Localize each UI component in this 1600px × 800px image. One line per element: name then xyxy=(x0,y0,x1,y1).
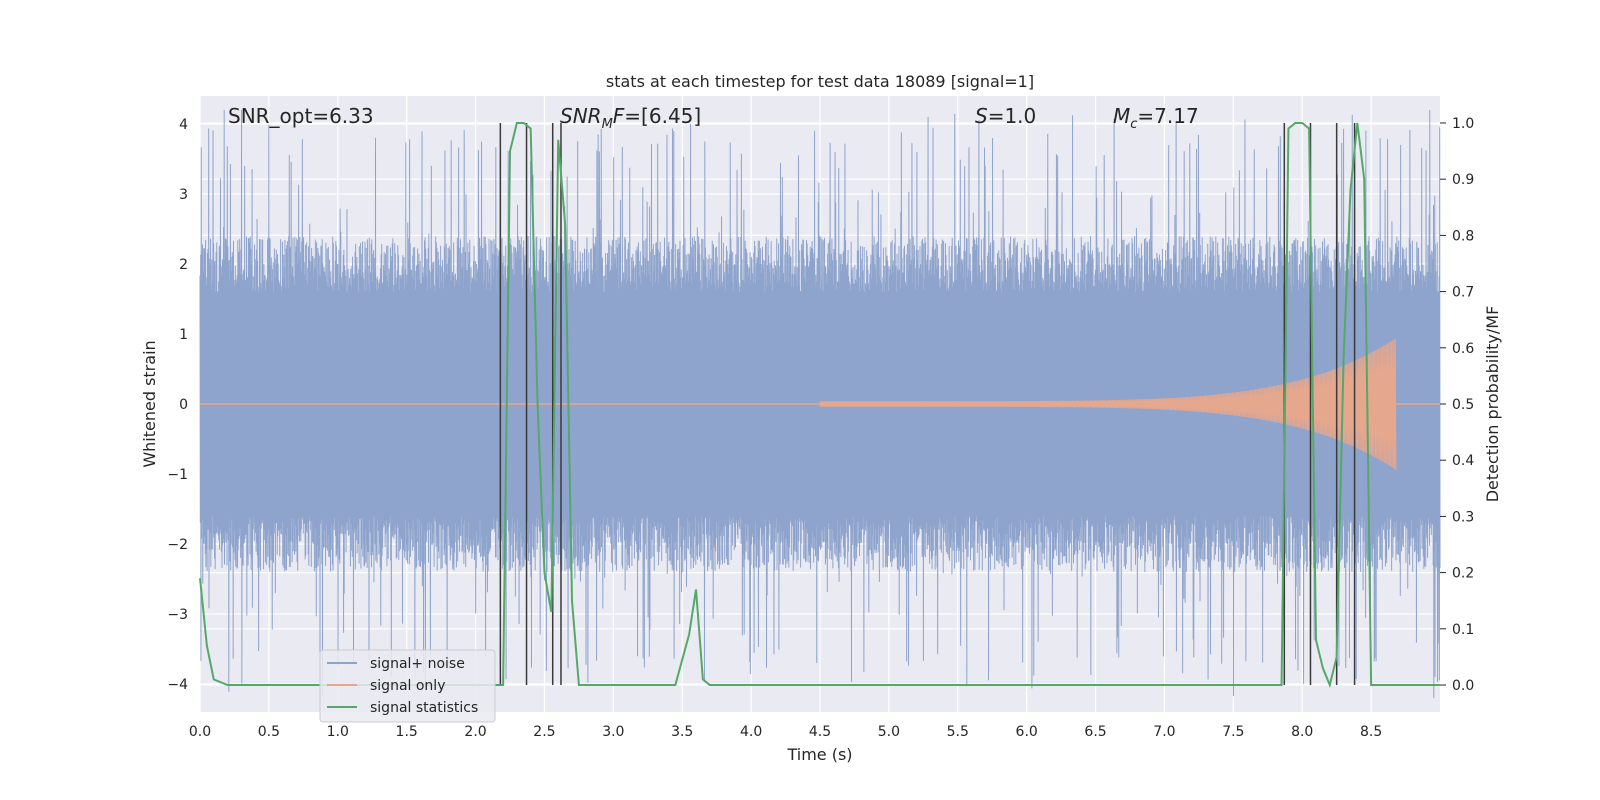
y-axis-label: Whitened strain xyxy=(140,340,159,467)
annotation-snr-opt: SNR_opt=6.33 xyxy=(228,104,374,128)
x-tick-label-10: 5.0 xyxy=(878,724,900,740)
annotation-mc: Mc=7.17 xyxy=(1113,104,1199,132)
y-right-tick-label-10: 0.0 xyxy=(1452,678,1474,694)
y-axis-right-label: Detection probability/MF xyxy=(1483,306,1502,503)
legend-label-signal-statistics: signal statistics xyxy=(370,700,478,716)
x-tick-label-1: 0.5 xyxy=(258,724,280,740)
y-right-tick-label-4: 0.6 xyxy=(1452,341,1474,357)
x-tick-label-8: 4.0 xyxy=(740,724,762,740)
y-tick-label-0: 4 xyxy=(179,117,188,133)
y-tick-label-6: −2 xyxy=(167,537,188,553)
x-tick-label-6: 3.0 xyxy=(602,724,624,740)
y-right-tick-label-0: 1.0 xyxy=(1452,116,1474,132)
legend: signal+ noise signal only signal statist… xyxy=(319,649,496,723)
y-axis-ticks: 4 3 2 1 0 −1 −2 −3 −4 xyxy=(167,117,188,693)
legend-label-signal-noise: signal+ noise xyxy=(370,656,465,672)
y-tick-label-4: 0 xyxy=(179,397,188,413)
x-tick-label-9: 4.5 xyxy=(809,724,831,740)
legend-box xyxy=(319,649,496,723)
x-tick-label-14: 7.0 xyxy=(1153,724,1175,740)
y-tick-label-7: −3 xyxy=(167,607,188,623)
y-tick-label-8: −4 xyxy=(167,677,188,693)
x-tick-label-13: 6.5 xyxy=(1084,724,1106,740)
x-tick-label-12: 6.0 xyxy=(1016,724,1038,740)
x-tick-label-15: 7.5 xyxy=(1222,724,1244,740)
y-right-tick-label-1: 0.9 xyxy=(1452,172,1474,188)
signal-noise-series xyxy=(199,109,1441,699)
y-right-tick-label-9: 0.1 xyxy=(1452,622,1474,638)
x-axis-label: Time (s) xyxy=(786,745,852,764)
signal-only-line xyxy=(819,338,1397,470)
x-axis-ticks: 0.0 0.5 1.0 1.5 2.0 2.5 3.0 3.5 4.0 4.5 5.0 5.5 6.0 6… xyxy=(189,724,1382,740)
y-right-tick-label-8: 0.2 xyxy=(1452,566,1474,582)
chart-title: stats at each timestep for test data 180… xyxy=(606,72,1034,91)
signal-noise-line xyxy=(199,109,1441,699)
annotation-snr-mf: SNRMF=[6.45] xyxy=(560,104,701,132)
signal-only-series xyxy=(200,338,1440,470)
x-tick-label-11: 5.5 xyxy=(947,724,969,740)
y-right-tick-label-5: 0.5 xyxy=(1452,397,1474,413)
y-tick-label-5: −1 xyxy=(167,467,188,483)
y-tick-label-2: 2 xyxy=(179,257,188,273)
x-tick-label-5: 2.5 xyxy=(533,724,555,740)
y-tick-label-3: 1 xyxy=(179,327,188,343)
annotation-s: S=1.0 xyxy=(975,104,1036,128)
x-tick-label-17: 8.5 xyxy=(1360,724,1382,740)
legend-label-signal-only: signal only xyxy=(370,678,445,694)
x-tick-label-2: 1.0 xyxy=(327,724,349,740)
y-right-tick-label-7: 0.3 xyxy=(1452,509,1474,525)
x-tick-label-3: 1.5 xyxy=(396,724,418,740)
x-tick-label-7: 3.5 xyxy=(671,724,693,740)
y-right-tick-label-3: 0.7 xyxy=(1452,285,1474,301)
signal-statistics-series xyxy=(199,121,1440,689)
x-tick-label-0: 0.0 xyxy=(189,724,211,740)
x-tick-label-16: 8.0 xyxy=(1291,724,1313,740)
x-tick-label-4: 2.0 xyxy=(464,724,486,740)
y-right-tick-label-6: 0.4 xyxy=(1452,453,1474,469)
signal-statistics-line xyxy=(199,121,1440,689)
y-right-tick-label-2: 0.8 xyxy=(1452,228,1474,244)
y-tick-label-1: 3 xyxy=(179,187,188,203)
y-axis-right-ticks: 1.0 0.9 0.8 0.7 0.6 0.5 0.4 0.3 0.2 0.1 0.0 xyxy=(1440,116,1474,694)
